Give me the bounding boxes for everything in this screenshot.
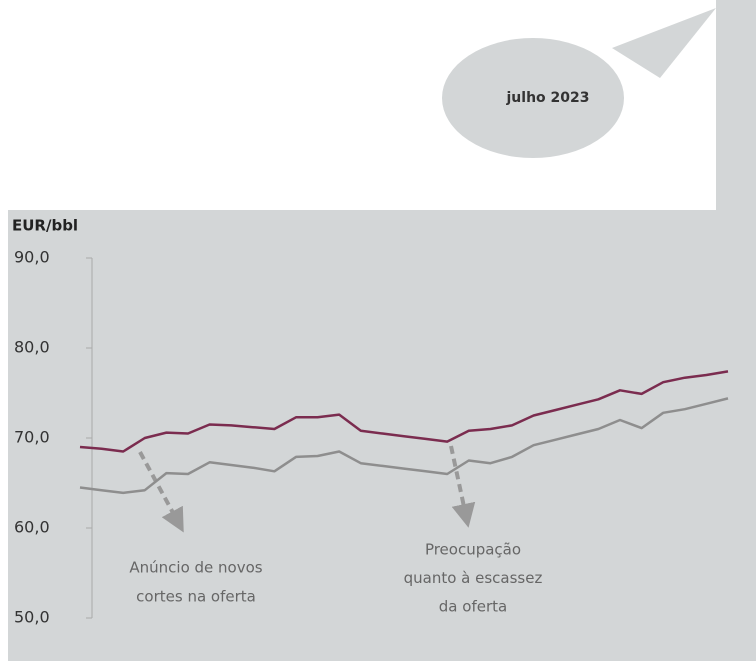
bubble-tail: [612, 8, 716, 78]
annotation: cortes na oferta: [136, 588, 256, 606]
bubble: [442, 38, 624, 158]
bubble-label: julho 2023: [506, 90, 590, 106]
side-strip: [716, 0, 756, 212]
annotation: Preocupação: [425, 541, 521, 559]
annotation: da oferta: [439, 598, 507, 616]
y-axis-label: EUR/bbl: [12, 217, 78, 235]
panel: [8, 210, 756, 661]
y-tick-label: 50,0: [14, 608, 50, 627]
annotation: Anúncio de novos: [129, 559, 262, 577]
y-tick-label: 70,0: [14, 428, 50, 447]
y-tick-label: 80,0: [14, 338, 50, 357]
y-tick-label: 90,0: [14, 248, 50, 267]
annotation: quanto à escassez: [404, 569, 543, 587]
y-tick-label: 60,0: [14, 518, 50, 537]
series-line: [79, 397, 729, 495]
annotation-arrow: [138, 451, 184, 533]
annotation-arrow: [449, 445, 476, 528]
series-line: [79, 370, 729, 453]
